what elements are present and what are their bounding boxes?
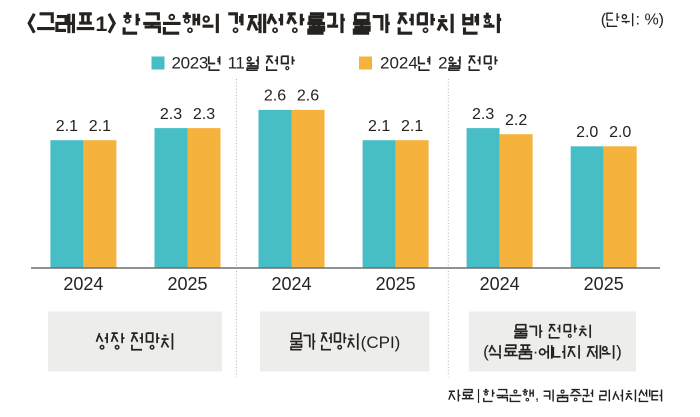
svg-text:2: 2 [438,54,447,73]
svg-text:2024: 2024 [480,274,520,294]
svg-text:,: , [535,388,539,404]
svg-text:|: | [477,388,484,404]
svg-text:2025: 2025 [167,274,207,294]
svg-text:(CPI): (CPI) [361,333,401,352]
svg-text:2.2: 2.2 [505,112,527,129]
svg-text:2.1: 2.1 [89,118,111,135]
svg-text:): ) [616,342,622,361]
svg-text:2024: 2024 [63,274,103,294]
svg-text:2.0: 2.0 [576,124,598,141]
svg-text:1: 1 [95,12,107,36]
svg-text:2.1: 2.1 [56,118,78,135]
svg-text:2.1: 2.1 [368,118,390,135]
svg-text:·: · [533,342,539,361]
svg-text:2.3: 2.3 [160,106,182,123]
svg-text:2025: 2025 [584,274,624,294]
svg-text:2.3: 2.3 [193,106,215,123]
svg-text:2.0: 2.0 [609,124,631,141]
svg-text:(: ( [601,12,607,29]
svg-text:2023: 2023 [172,54,208,73]
svg-text:2.6: 2.6 [297,88,319,105]
svg-text:2.1: 2.1 [401,118,423,135]
svg-text::: : [636,12,640,29]
svg-text:2024: 2024 [271,274,311,294]
svg-text:%): %) [644,12,664,29]
svg-text:2.6: 2.6 [264,88,286,105]
svg-text:(: ( [483,342,489,361]
svg-text:2024: 2024 [380,54,418,73]
svg-text:11: 11 [228,54,245,73]
svg-text:2.3: 2.3 [472,106,494,123]
svg-text:2025: 2025 [376,274,416,294]
